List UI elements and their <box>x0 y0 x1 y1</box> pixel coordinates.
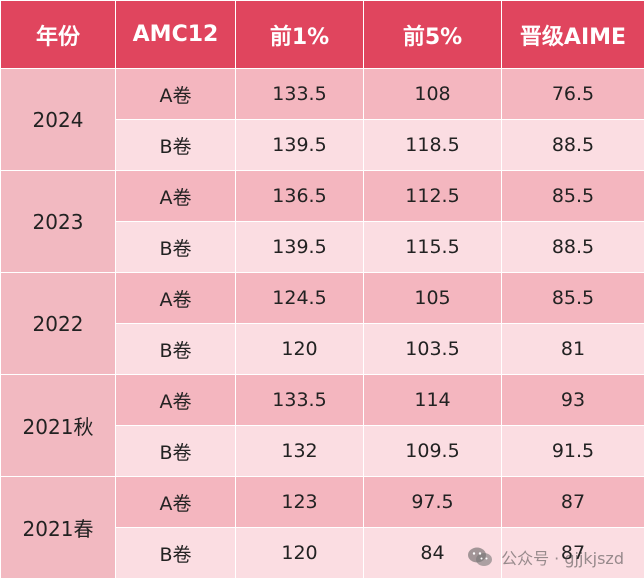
year-cell: 2021春 <box>0 476 116 579</box>
paper-cell: A卷 <box>115 68 236 120</box>
table-body: 2024 A卷 133.5 108 76.5 B卷 139.5 118.5 88… <box>0 68 644 579</box>
paper-cell: A卷 <box>115 374 236 426</box>
year-cell: 2024 <box>0 68 116 171</box>
header-year: 年份 <box>0 0 116 69</box>
top1-cell: 136.5 <box>235 170 364 222</box>
top1-cell: 123 <box>235 476 364 528</box>
header-top1: 前1% <box>235 0 364 69</box>
paper-cell: B卷 <box>115 323 236 375</box>
aime-cell: 87 <box>501 527 644 579</box>
aime-cell: 93 <box>501 374 644 426</box>
aime-cell: 87 <box>501 476 644 528</box>
top5-cell: 118.5 <box>363 119 502 171</box>
top5-cell: 108 <box>363 68 502 120</box>
paper-cell: B卷 <box>115 527 236 579</box>
aime-cell: 91.5 <box>501 425 644 477</box>
top1-cell: 132 <box>235 425 364 477</box>
aime-cell: 88.5 <box>501 221 644 273</box>
top1-cell: 120 <box>235 323 364 375</box>
top5-cell: 112.5 <box>363 170 502 222</box>
top1-cell: 139.5 <box>235 221 364 273</box>
paper-cell: B卷 <box>115 221 236 273</box>
table-row: 2023 A卷 136.5 112.5 85.5 <box>0 170 644 273</box>
paper-cell: B卷 <box>115 425 236 477</box>
paper-cell: A卷 <box>115 476 236 528</box>
table-row: 2021春 A卷 123 97.5 87 <box>0 476 644 579</box>
top1-cell: 139.5 <box>235 119 364 171</box>
top5-cell: 103.5 <box>363 323 502 375</box>
aime-cell: 81 <box>501 323 644 375</box>
table-row: B卷 132 109.5 91.5 <box>1 425 644 477</box>
top5-cell: 109.5 <box>363 425 502 477</box>
aime-cell: 85.5 <box>501 272 644 324</box>
year-cell: 2021秋 <box>0 374 116 477</box>
header-row: 年份 AMC12 前1% 前5% 晋级AIME <box>0 0 644 69</box>
top1-cell: 124.5 <box>235 272 364 324</box>
table-row: B卷 139.5 115.5 88.5 <box>1 221 644 273</box>
top5-cell: 115.5 <box>363 221 502 273</box>
top1-cell: 120 <box>235 527 364 579</box>
table-row: 2021秋 A卷 133.5 114 93 <box>0 374 644 477</box>
aime-cell: 88.5 <box>501 119 644 171</box>
top5-cell: 114 <box>363 374 502 426</box>
paper-cell: B卷 <box>115 119 236 171</box>
aime-cell: 85.5 <box>501 170 644 222</box>
table-row: B卷 139.5 118.5 88.5 <box>1 119 644 171</box>
header-amc12: AMC12 <box>115 0 236 69</box>
table-row: 2024 A卷 133.5 108 76.5 <box>0 68 644 171</box>
table-row: B卷 120 103.5 81 <box>1 323 644 375</box>
header-top5: 前5% <box>363 0 502 69</box>
header-aime: 晋级AIME <box>501 0 644 69</box>
top5-cell: 97.5 <box>363 476 502 528</box>
top5-cell: 105 <box>363 272 502 324</box>
paper-cell: A卷 <box>115 272 236 324</box>
table-row: 2022 A卷 124.5 105 85.5 <box>0 272 644 375</box>
paper-cell: A卷 <box>115 170 236 222</box>
year-cell: 2022 <box>0 272 116 375</box>
top1-cell: 133.5 <box>235 68 364 120</box>
aime-cell: 76.5 <box>501 68 644 120</box>
year-cell: 2023 <box>0 170 116 273</box>
top1-cell: 133.5 <box>235 374 364 426</box>
table-header: 年份 AMC12 前1% 前5% 晋级AIME <box>0 0 644 69</box>
top5-cell: 84 <box>363 527 502 579</box>
